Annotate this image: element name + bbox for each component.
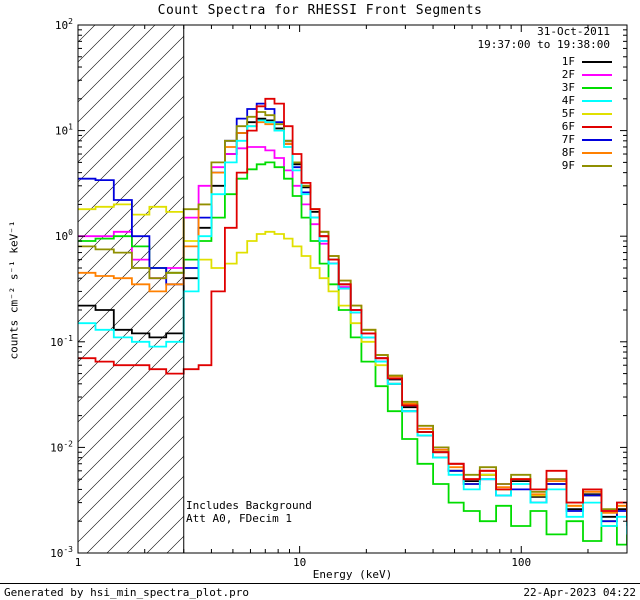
spectrum-curve-6F (78, 97, 627, 522)
legend-label: 5F (561, 107, 575, 120)
legend-item-6F: 6F (562, 120, 612, 133)
generator-credit: Generated by hsi_min_spectra_plot.pro (4, 585, 250, 599)
legend-item-9F: 9F (562, 159, 612, 172)
x-tick-label: 1 (75, 556, 82, 569)
spectrum-curve-4F (78, 119, 627, 535)
legend-swatch (582, 138, 612, 141)
x-axis-label: Energy (keV) (312, 568, 393, 581)
legend-swatch (582, 112, 612, 115)
legend-item-4F: 4F (562, 94, 612, 107)
observation-time-range: 19:37:00 to 19:38:00 (477, 38, 610, 51)
legend-label: 1F (561, 55, 575, 68)
annotation-background: Includes Background (186, 499, 312, 512)
legend-item-7F: 7F (562, 133, 612, 146)
y-tick-label: 10-3 (50, 545, 73, 560)
y-tick-label: 10-1 (50, 334, 73, 349)
legend-label: 3F (561, 81, 575, 94)
annotation-attenuator: Att A0, FDecim 1 (186, 512, 292, 525)
plot-frame (77, 24, 628, 554)
x-tick-label: 10 (293, 556, 306, 569)
legend-label: 8F (561, 146, 575, 159)
y-axis-label: counts cm⁻² s⁻¹ keV⁻¹ (7, 220, 21, 360)
legend-item-2F: 2F (562, 68, 612, 81)
legend-swatch (582, 125, 612, 128)
plot-annotations: Includes Background Att A0, FDecim 1 (186, 499, 312, 525)
render-timestamp: 22-Apr-2023 04:22 (523, 585, 636, 599)
legend-swatch (582, 99, 612, 102)
legend-label: 2F (561, 68, 575, 81)
legend-swatch (582, 164, 612, 167)
legend-label: 4F (561, 94, 575, 107)
detector-legend: 1F 2F 3F 4F 5F 6F 7F 8F 9F (562, 55, 612, 172)
legend-item-3F: 3F (562, 81, 612, 94)
legend-label: 9F (561, 159, 575, 172)
legend-swatch (582, 86, 612, 89)
legend-swatch (582, 73, 612, 76)
legend-item-8F: 8F (562, 146, 612, 159)
legend-swatch (582, 151, 612, 154)
hatched-excluded-region (78, 25, 184, 553)
y-tick-label: 102 (55, 17, 73, 32)
y-tick-label: 100 (55, 228, 73, 243)
legend-swatch (582, 60, 612, 63)
y-tick-label: 10-2 (50, 439, 73, 454)
observation-date: 31-Oct-2011 (537, 25, 610, 38)
legend-label: 6F (561, 120, 575, 133)
footer-bar: Generated by hsi_min_spectra_plot.pro 22… (0, 583, 640, 600)
legend-label: 7F (561, 133, 575, 146)
x-tick-label: 100 (511, 556, 531, 569)
plot-title: Count Spectra for RHESSI Front Segments (157, 3, 483, 18)
legend-item-1F: 1F (562, 55, 612, 68)
y-tick-label: 101 (55, 123, 73, 138)
legend-item-5F: 5F (562, 107, 612, 120)
